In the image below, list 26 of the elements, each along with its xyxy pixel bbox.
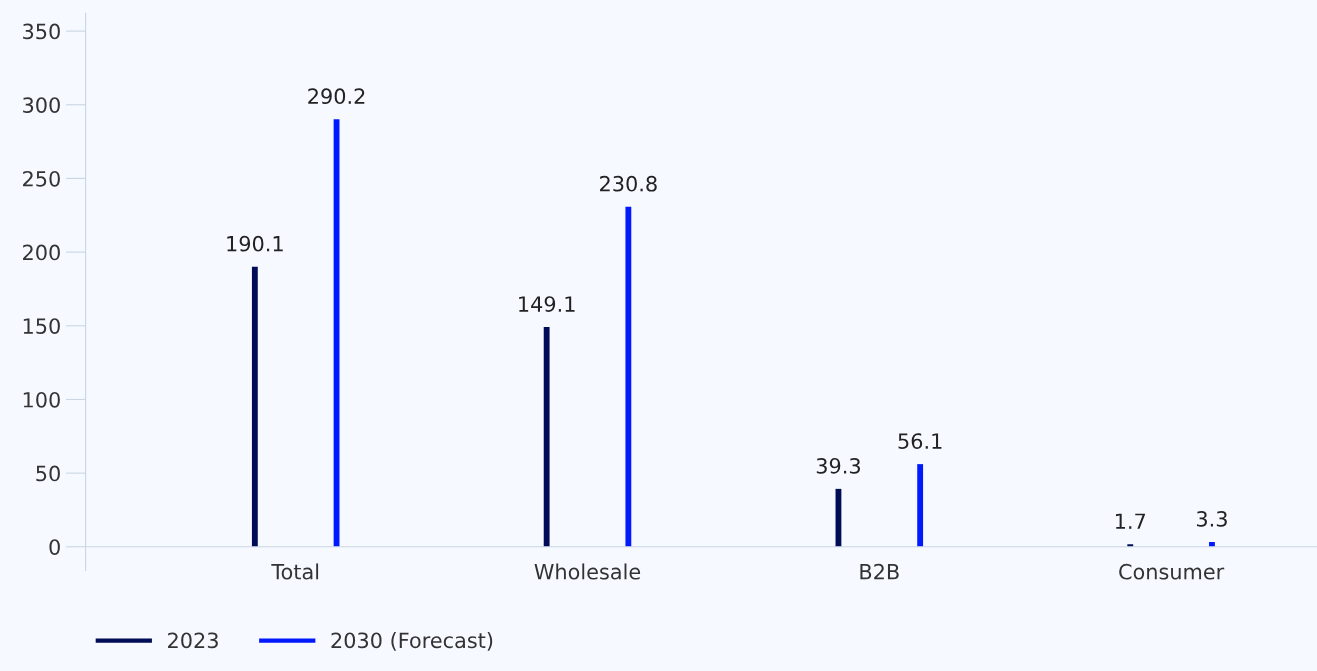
data-label: 1.7 (1115, 513, 1146, 529)
bar (251, 266, 258, 547)
y-tick-label: 300 (23, 97, 60, 113)
bar (917, 464, 924, 547)
data-label: 56.1 (898, 433, 942, 449)
data-label: 230.8 (600, 175, 657, 192)
y-tick-label: 150 (23, 318, 60, 334)
y-tick-label: 0 (49, 539, 60, 555)
bar (543, 327, 550, 547)
bar (625, 206, 632, 547)
data-label: 190.1 (227, 235, 283, 252)
legend-label: 2030 (Forecast) (331, 632, 493, 651)
data-label: 149.1 (519, 296, 575, 312)
legend-label: 2023 (168, 632, 218, 649)
x-tick-label: B2B (860, 563, 899, 580)
y-tick-label: 50 (36, 465, 60, 482)
x-tick-label: Wholesale (534, 563, 641, 580)
data-label: 290.2 (308, 88, 365, 105)
y-tick-label: 350 (23, 23, 60, 40)
x-tick-label: Consumer (1119, 563, 1225, 580)
data-label: 3.3 (1196, 511, 1227, 527)
y-tick-label: 100 (23, 391, 60, 408)
data-label: 39.3 (816, 457, 860, 474)
y-tick-label: 200 (23, 244, 60, 261)
x-tick-label: Total (271, 563, 319, 580)
y-tick-label: 250 (23, 170, 60, 187)
